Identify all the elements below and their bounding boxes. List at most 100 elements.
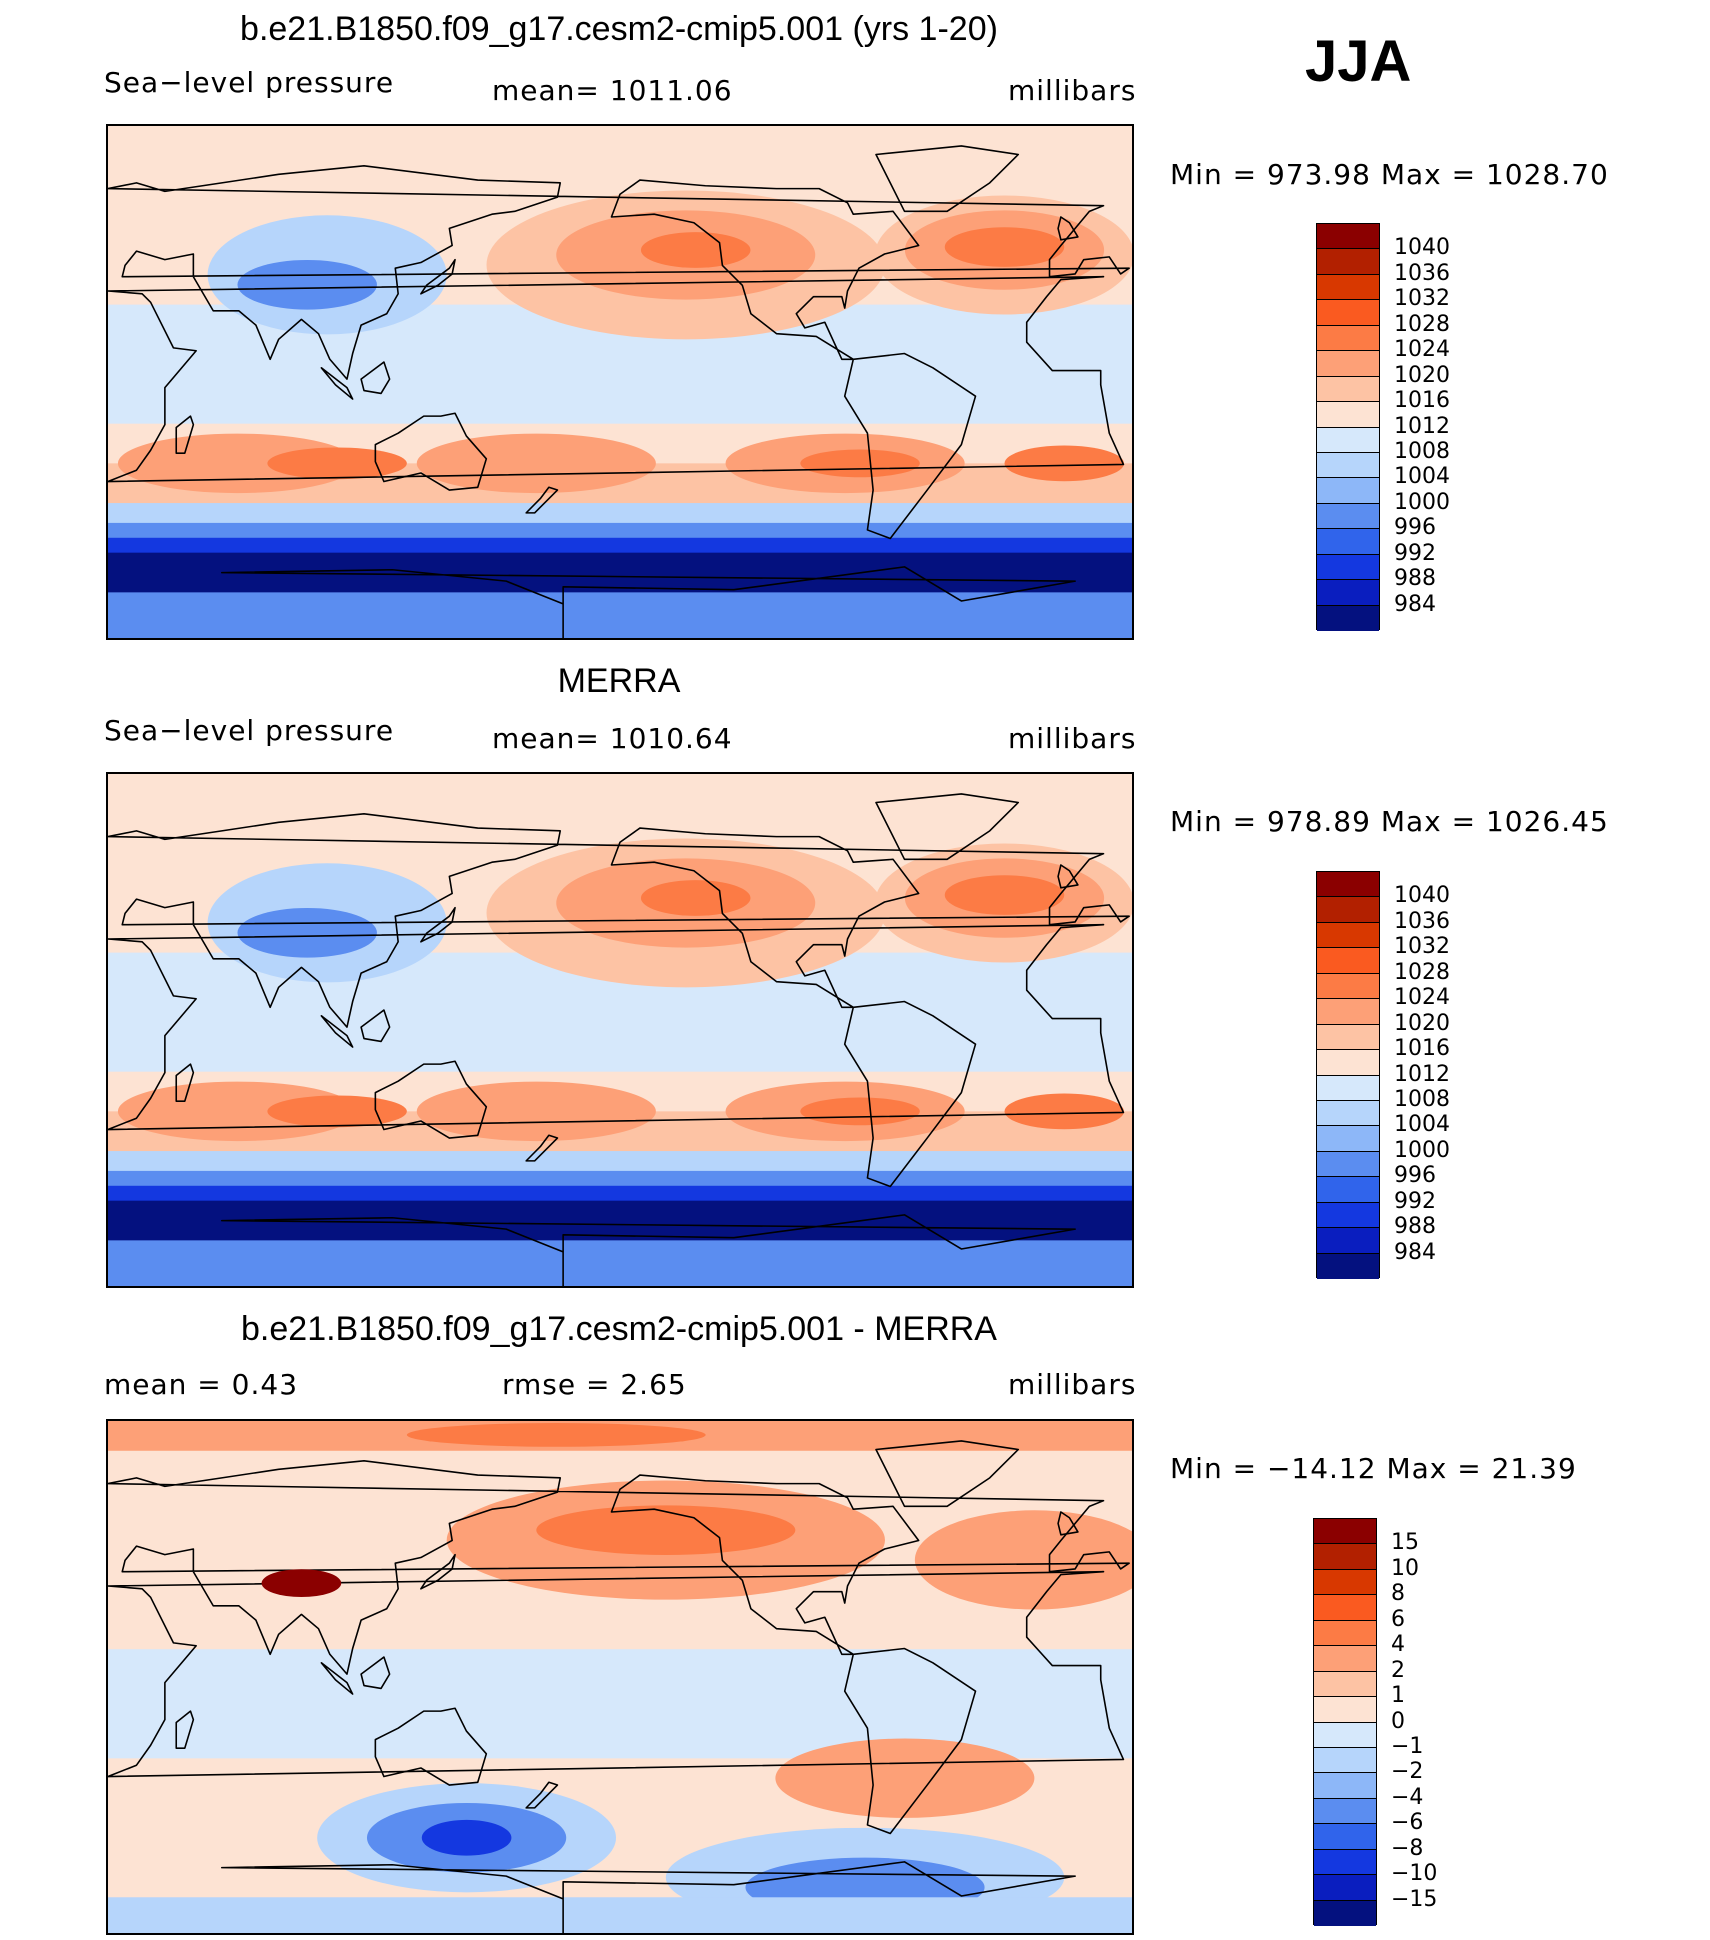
colorbar-swatch: [1317, 605, 1379, 631]
panel-1-min-max: Min = 973.98 Max = 1028.70: [1170, 158, 1609, 191]
colorbar-tick-label: 1028: [1394, 311, 1450, 337]
greenland-outline: [875, 145, 1020, 213]
colorbar-tick-label: 996: [1394, 515, 1436, 541]
colorbar-swatch: [1317, 897, 1379, 923]
colorbar-tick-label: 1020: [1394, 1010, 1450, 1036]
panel-3-map: [106, 1419, 1134, 1935]
north-america-outline: [610, 1474, 920, 1656]
colorbar-swatch: [1314, 1900, 1376, 1926]
southern-high-core: [1004, 1093, 1125, 1130]
colorbar-swatch: [1317, 1177, 1379, 1203]
africa-outline: [108, 923, 1125, 1131]
panel-3-units-label: millibars: [1008, 1368, 1137, 1401]
south-america-outline: [843, 352, 977, 540]
colorbar-tick-label: 6: [1391, 1606, 1405, 1632]
southern-high-core: [267, 1095, 407, 1128]
indian-ocean-diff-core: [421, 1819, 512, 1856]
colorbar-swatch: [1317, 402, 1379, 428]
colorbar-swatch: [1317, 452, 1379, 479]
colorbar-tick-label: 992: [1394, 540, 1436, 566]
colorbar-tick-label: 1: [1391, 1683, 1405, 1709]
asian-low-core: [237, 259, 377, 310]
south-america-outline: [843, 1647, 977, 1835]
colorbar-tick-label: 15: [1391, 1530, 1419, 1556]
colorbar-swatch: [1314, 1620, 1376, 1647]
asian-low-core: [237, 907, 377, 958]
colorbar-swatch: [1314, 1544, 1376, 1570]
panel-3-mean-label: mean = 0.43: [104, 1368, 299, 1401]
colorbar-swatch: [1317, 274, 1379, 301]
colorbar-swatch: [1317, 351, 1379, 377]
colorbar-swatch: [1317, 1202, 1379, 1229]
colorbar-swatch: [1317, 1126, 1379, 1152]
colorbar-swatch: [1317, 224, 1379, 250]
north-pacific-high-core: [640, 880, 751, 916]
atlantic-diff-high: [914, 1510, 1132, 1610]
antarctic-band: [108, 1240, 1132, 1286]
colorbar-swatch: [1314, 1875, 1376, 1901]
colorbar-swatch: [1314, 1671, 1376, 1698]
uk-outline: [1057, 864, 1079, 889]
colorbar-tick-label: 1028: [1394, 959, 1450, 985]
colorbar-swatch: [1317, 554, 1379, 581]
colorbar-swatch: [1317, 872, 1379, 898]
colorbar-tick-label: 1040: [1394, 235, 1450, 261]
sumatra-outline: [320, 1662, 354, 1695]
new-zealand-outline: [525, 1781, 559, 1809]
africa-outline: [108, 1570, 1125, 1778]
panel-1-units-label: millibars: [1008, 74, 1137, 107]
sumatra-outline: [320, 367, 354, 400]
colorbar-swatch: [1314, 1646, 1376, 1672]
north-atlantic-high-core: [944, 875, 1065, 915]
colorbar-swatch: [1314, 1849, 1376, 1876]
colorbar-tick-label: 1036: [1394, 260, 1450, 286]
colorbar-tick-label: 984: [1394, 591, 1436, 617]
north-america-outline: [610, 179, 920, 361]
panel-1-title: b.e21.B1850.f09_g17.cesm2-cmip5.001 (yrs…: [240, 10, 998, 48]
colorbar-swatch: [1314, 1773, 1376, 1799]
japan-outline: [420, 906, 456, 943]
colorbar-swatch: [1317, 325, 1379, 352]
colorbar-swatch: [1314, 1595, 1376, 1621]
madagascar-outline: [175, 415, 195, 454]
panel-2-variable-label: Sea−level pressure: [104, 714, 395, 747]
borneo-outline: [360, 1009, 391, 1043]
north-america-outline: [610, 827, 920, 1009]
japan-outline: [420, 258, 456, 295]
colorbar-tick-label: 4: [1391, 1632, 1405, 1658]
colorbar-tick-label: 1016: [1394, 1036, 1450, 1062]
colorbar-tick-label: 1012: [1394, 413, 1450, 439]
panel-1-variable-label: Sea−level pressure: [104, 66, 395, 99]
panel-1-map: [106, 124, 1134, 640]
colorbar-swatch: [1317, 300, 1379, 326]
colorbar-tick-label: 1024: [1394, 985, 1450, 1011]
colorbar-swatch: [1314, 1824, 1376, 1850]
colorbar-tick-label: 0: [1391, 1708, 1405, 1734]
north-pacific-high-core: [640, 232, 751, 268]
panel-2-map: [106, 772, 1134, 1288]
south-america-outline: [843, 1000, 977, 1188]
australia-outline: [374, 1707, 488, 1786]
colorbar-swatch: [1317, 1253, 1379, 1279]
australia-outline: [374, 1060, 488, 1139]
tropical-band: [108, 1649, 1132, 1759]
antarctic-diff-band: [108, 1897, 1132, 1933]
colorbar-tick-label: −8: [1391, 1835, 1424, 1861]
southern-high: [416, 1081, 656, 1142]
circumpolar-trough: [108, 1200, 1132, 1246]
tibetan-plateau-anomaly: [261, 1569, 342, 1598]
colorbar-swatch: [1314, 1569, 1376, 1596]
southern-gradient-2: [108, 1170, 1132, 1191]
colorbar-swatch: [1317, 580, 1379, 606]
colorbar-swatch: [1314, 1798, 1376, 1825]
colorbar-swatch: [1314, 1697, 1376, 1723]
colorbar-swatches: [1316, 223, 1380, 631]
colorbar-tick-label: 8: [1391, 1581, 1405, 1607]
map-svg: [108, 774, 1132, 1286]
southern-high: [416, 433, 656, 494]
south-pacific-diff-high: [775, 1738, 1035, 1818]
colorbar-tick-label: 1012: [1394, 1061, 1450, 1087]
panel-3-title: b.e21.B1850.f09_g17.cesm2-cmip5.001 - ME…: [241, 1310, 997, 1348]
panel-3-min-max: Min = −14.12 Max = 21.39: [1170, 1452, 1577, 1485]
colorbar-tick-label: −15: [1391, 1886, 1438, 1912]
